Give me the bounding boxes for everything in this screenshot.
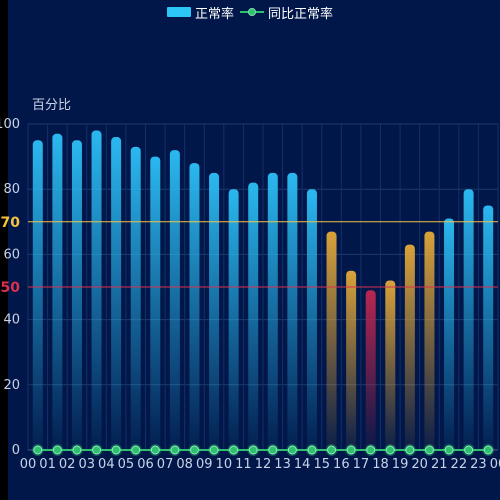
bar-06 (150, 156, 161, 450)
bar-20 (424, 231, 435, 450)
x-tick-label: 17 (353, 457, 370, 472)
yoy-point-03 (92, 445, 102, 455)
bar-04 (111, 137, 122, 451)
yoy-point-19 (405, 445, 415, 455)
bar-23 (483, 205, 494, 450)
x-tick-label: 02 (59, 457, 76, 472)
yoy-point-04 (111, 445, 121, 455)
threshold-label-50: 50 (1, 280, 21, 296)
y-tick-label: 40 (3, 313, 20, 328)
x-tick-label: 16 (333, 457, 350, 472)
x-tick-label: 05 (118, 457, 135, 472)
x-tick-label: 18 (372, 457, 389, 472)
yoy-point-11 (248, 445, 258, 455)
legend-bar-label: 正常率 (195, 6, 235, 22)
x-tick-label: 23 (470, 457, 487, 472)
yoy-point-13 (287, 445, 297, 455)
yoy-point-18 (385, 445, 395, 455)
bar-15 (326, 231, 337, 450)
x-tick-label: 09 (196, 457, 213, 472)
bar-22 (463, 189, 474, 450)
x-tick-label: 07 (157, 457, 174, 472)
x-tick-label: 00 (490, 457, 500, 472)
x-tick-label: 06 (137, 457, 154, 472)
x-tick-label: 03 (78, 457, 95, 472)
bar-08 (189, 163, 200, 450)
x-tick-label: 00 (20, 457, 37, 472)
yoy-point-17 (366, 445, 376, 455)
y-tick-label: 60 (3, 247, 20, 262)
yoy-point-21 (444, 445, 454, 455)
x-tick-label: 10 (216, 457, 233, 472)
x-tick-label: 12 (255, 457, 272, 472)
bar-03 (91, 130, 102, 450)
yoy-point-20 (424, 445, 434, 455)
x-tick-label: 20 (411, 457, 428, 472)
y-tick-label: 100 (0, 117, 20, 132)
bar-19 (404, 244, 415, 450)
legend-bar-swatch (167, 7, 191, 17)
bar-21 (444, 218, 455, 450)
y-axis-name: 百分比 (32, 98, 72, 113)
yoy-point-06 (150, 445, 160, 455)
bar-17 (365, 290, 376, 450)
bar-13 (287, 172, 298, 450)
yoy-point-16 (346, 445, 356, 455)
legend: 正常率 同比正常率 (167, 3, 333, 22)
bar-09 (209, 172, 220, 450)
bar-07 (169, 150, 180, 450)
yoy-point-14 (307, 445, 317, 455)
yoy-point-15 (327, 445, 337, 455)
threshold-label-70: 70 (1, 215, 21, 231)
bar-05 (130, 146, 141, 450)
x-tick-label: 11 (235, 457, 252, 472)
yoy-point-08 (189, 445, 199, 455)
bar-02 (71, 140, 82, 451)
yoy-point-10 (229, 445, 239, 455)
y-tick-label: 0 (12, 443, 20, 458)
x-tick-label: 22 (451, 457, 468, 472)
bar-01 (52, 133, 63, 450)
yoy-point-02 (72, 445, 82, 455)
x-tick-label: 14 (294, 457, 311, 472)
x-tick-label: 01 (39, 457, 56, 472)
x-tick-label: 19 (392, 457, 409, 472)
x-tick-label: 13 (274, 457, 291, 472)
bar-00 (32, 140, 43, 451)
legend-line-label: 同比正常率 (268, 6, 334, 22)
yoy-point-23 (483, 445, 493, 455)
legend-line-swatch (240, 7, 265, 17)
bar-12 (267, 172, 278, 450)
y-tick-label: 20 (3, 378, 20, 393)
x-tick-label: 15 (313, 457, 330, 472)
legend-item-yoy-rate[interactable]: 同比正常率 (240, 3, 333, 22)
yoy-point-05 (131, 445, 141, 455)
legend-item-rate[interactable]: 正常率 (167, 3, 234, 22)
x-tick-label: 21 (431, 457, 448, 472)
bar-14 (306, 189, 317, 450)
bar-16 (346, 270, 357, 450)
yoy-point-09 (209, 445, 219, 455)
yoy-point-22 (464, 445, 474, 455)
x-tick-label: 04 (98, 457, 115, 472)
yoy-point-07 (170, 445, 180, 455)
bar-10 (228, 189, 239, 450)
y-tick-label: 80 (3, 182, 20, 197)
x-tick-label: 08 (176, 457, 193, 472)
yoy-point-00 (33, 445, 43, 455)
bar-18 (385, 280, 396, 450)
bar-11 (248, 182, 259, 450)
yoy-point-01 (52, 445, 62, 455)
yoy-point-12 (268, 445, 278, 455)
